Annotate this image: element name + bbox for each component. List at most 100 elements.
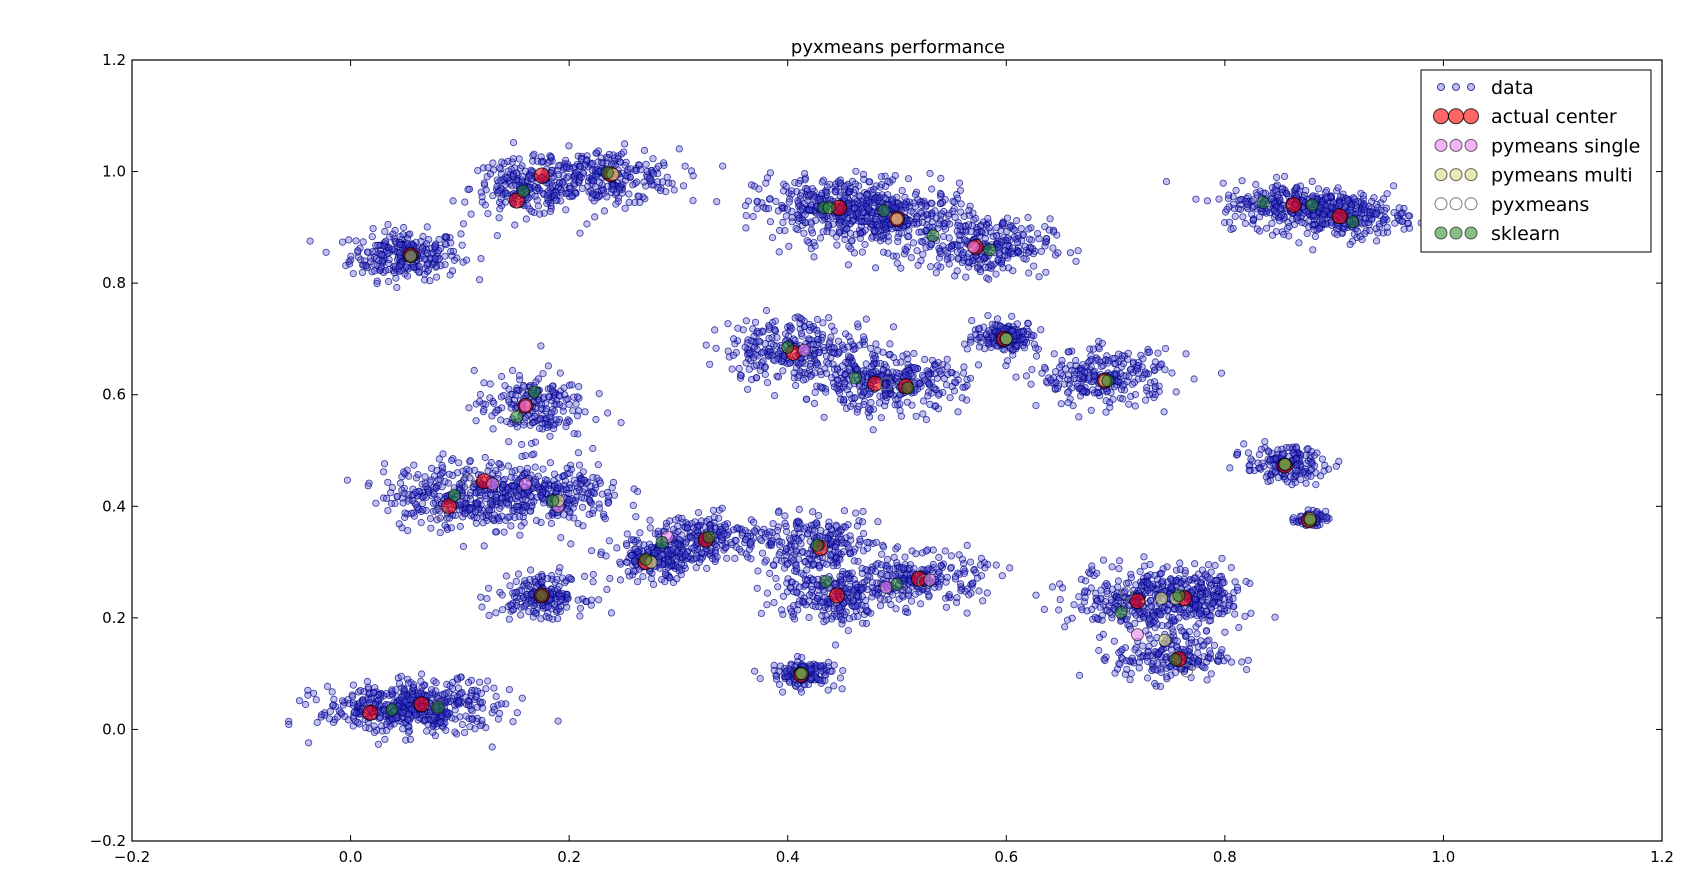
- data-point: [509, 172, 517, 180]
- data-point: [603, 585, 611, 594]
- data-point: [963, 375, 971, 384]
- data-point: [520, 383, 528, 391]
- data-point: [492, 692, 500, 701]
- data-point: [441, 233, 449, 241]
- data-point: [464, 678, 473, 687]
- data-point: [364, 482, 372, 490]
- data-point: [1040, 363, 1049, 371]
- data-point: [504, 462, 512, 470]
- data-point: [867, 362, 876, 370]
- data-point: [616, 558, 624, 566]
- data-point: [775, 248, 783, 256]
- data-point: [813, 315, 822, 323]
- data-point: [1203, 197, 1212, 205]
- data-point: [820, 343, 828, 352]
- data-point: [605, 537, 613, 545]
- data-point: [556, 369, 564, 377]
- data-point: [724, 347, 732, 355]
- data-point: [432, 262, 441, 270]
- data-point: [577, 173, 585, 181]
- data-point: [520, 421, 528, 429]
- data-point: [1273, 173, 1281, 181]
- data-point: [484, 164, 492, 172]
- data-point: [1373, 201, 1381, 209]
- data-point: [430, 490, 438, 498]
- data-point: [1263, 224, 1271, 232]
- data-point: [512, 577, 520, 586]
- data-point: [926, 169, 934, 178]
- data-point: [531, 609, 540, 617]
- data-point: [474, 167, 482, 175]
- data-point: [524, 581, 532, 590]
- data-point: [497, 176, 505, 185]
- data-point: [1054, 249, 1062, 257]
- data-point: [518, 162, 526, 170]
- data-point: [731, 554, 739, 563]
- data-point: [478, 603, 486, 611]
- data-point: [507, 473, 515, 481]
- data-point: [543, 423, 551, 432]
- data-point: [1162, 178, 1171, 186]
- data-point: [1122, 372, 1130, 380]
- data-point: [326, 707, 334, 716]
- data-point: [1078, 373, 1086, 381]
- data-point: [1361, 219, 1369, 227]
- data-point: [1111, 359, 1120, 368]
- data-point: [595, 178, 604, 186]
- data-point: [709, 506, 718, 514]
- data-point: [476, 390, 484, 399]
- data-point: [876, 194, 884, 202]
- data-point: [936, 189, 945, 197]
- data-point: [349, 681, 357, 689]
- data-point: [1379, 195, 1388, 203]
- data-point: [1154, 349, 1162, 357]
- data-point: [525, 608, 533, 616]
- data-point: [384, 478, 392, 486]
- data-point: [1074, 247, 1082, 255]
- data-point: [532, 516, 541, 525]
- data-point: [751, 318, 760, 326]
- data-point: [405, 710, 413, 718]
- data-point: [1143, 384, 1151, 392]
- data-point: [342, 261, 350, 270]
- data-point: [713, 198, 721, 206]
- data-point: [656, 564, 664, 572]
- data-point: [538, 570, 546, 579]
- data-point: [877, 173, 886, 181]
- data-point: [1024, 319, 1032, 328]
- data-point: [919, 238, 927, 246]
- data-point: [844, 343, 852, 351]
- data-point: [518, 694, 526, 702]
- data-point: [799, 205, 807, 213]
- data-point: [1404, 219, 1413, 227]
- data-point: [877, 180, 886, 189]
- data-point: [941, 219, 949, 227]
- data-point: [565, 489, 573, 497]
- data-point: [808, 229, 817, 237]
- data-point: [1054, 384, 1062, 392]
- data-point: [868, 234, 876, 242]
- data-point: [1124, 349, 1132, 357]
- data-point: [500, 480, 508, 489]
- data-point: [532, 378, 540, 386]
- data-point: [904, 175, 913, 183]
- data-point: [703, 564, 711, 573]
- data-point: [498, 512, 506, 520]
- data-point: [647, 543, 656, 551]
- data-point: [495, 459, 503, 468]
- data-point: [673, 575, 681, 583]
- data-point: [1309, 192, 1317, 200]
- data-point: [630, 485, 638, 493]
- data-point: [575, 461, 584, 469]
- data-point: [785, 198, 793, 206]
- data-point: [995, 249, 1003, 257]
- data-point: [479, 704, 487, 712]
- data-point: [473, 498, 481, 506]
- data-point: [646, 175, 654, 183]
- data-point: [512, 502, 521, 511]
- data-point: [741, 343, 749, 351]
- data-point: [858, 248, 867, 256]
- data-point: [742, 359, 750, 367]
- data-point: [431, 732, 439, 740]
- data-point: [492, 609, 500, 617]
